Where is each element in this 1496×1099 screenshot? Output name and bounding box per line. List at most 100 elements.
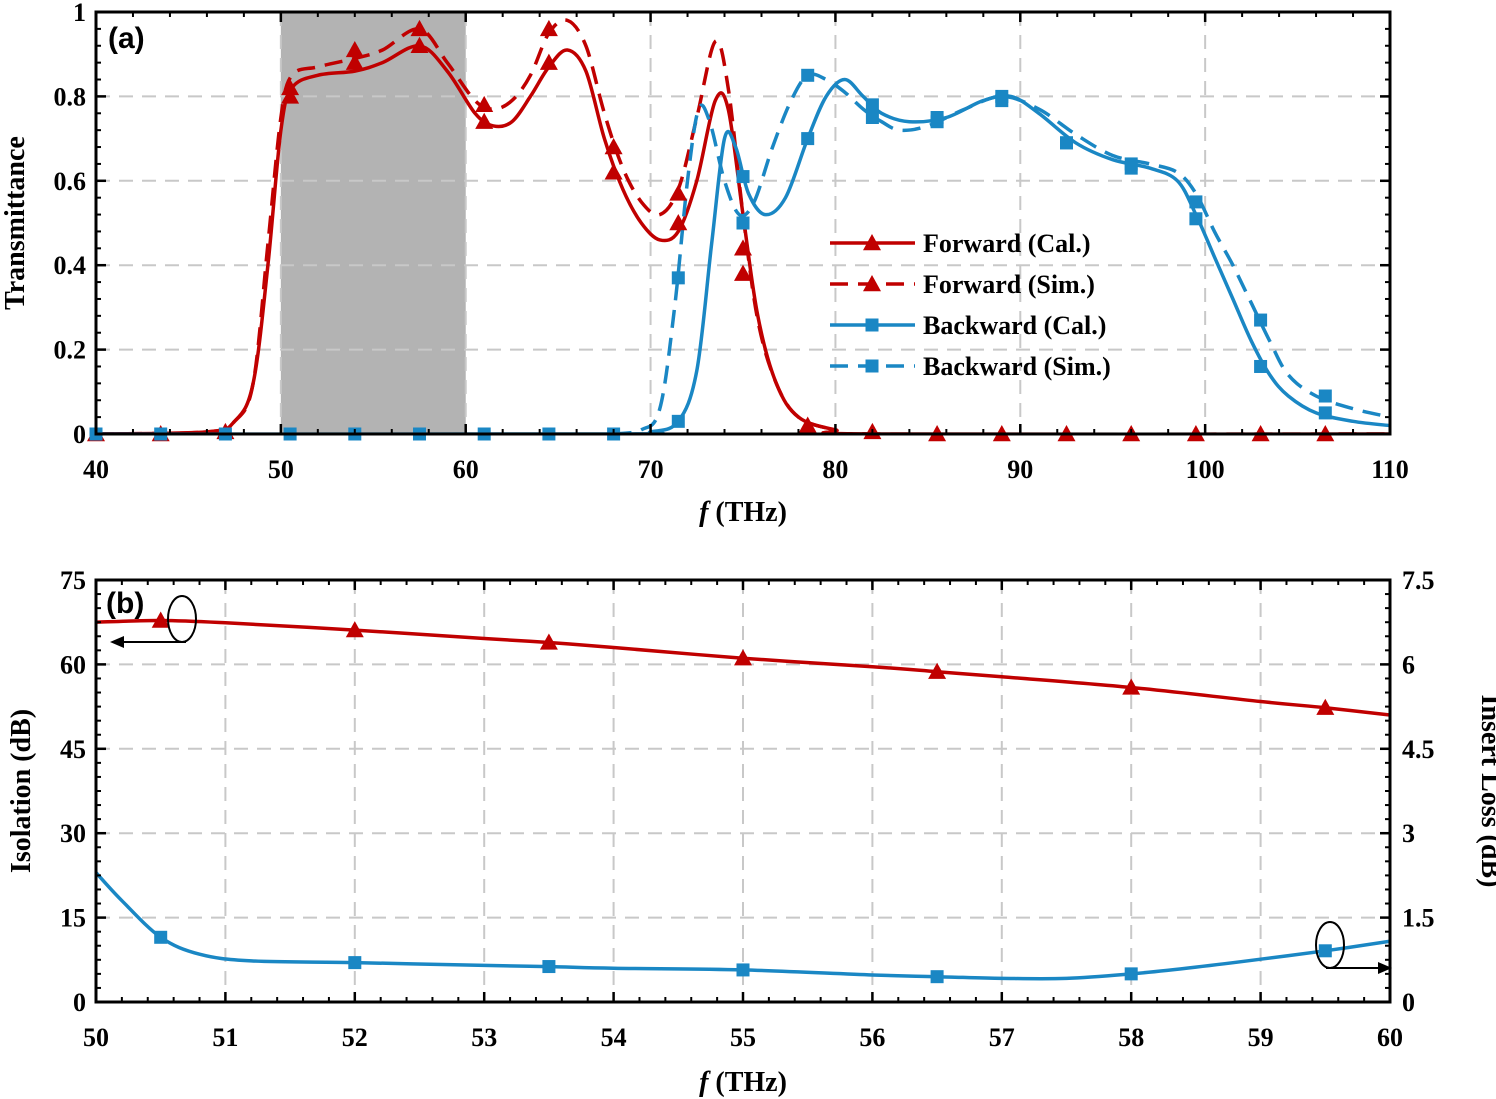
series-1-marker <box>1122 678 1141 695</box>
series-1-marker <box>604 163 623 180</box>
plot-a-markers <box>87 19 1335 442</box>
y-tick-label: 0.6 <box>54 167 87 196</box>
series-4-marker <box>1189 195 1203 209</box>
x-tick-label: 60 <box>1377 1023 1403 1052</box>
series-2-marker <box>542 960 556 974</box>
series-2-marker <box>930 970 944 984</box>
x-tick-label: 40 <box>83 455 109 484</box>
x-tick-label: 57 <box>989 1023 1015 1052</box>
series-4-marker <box>1124 157 1138 171</box>
series-3-marker <box>1318 406 1332 420</box>
left-axis-indicator <box>110 595 197 648</box>
series-3-marker <box>1189 212 1203 226</box>
legend-label-3: Backward (Cal.) <box>923 311 1106 340</box>
y-left-tick-labels-b: 0 15 30 45 60 75 <box>60 566 86 1017</box>
x-tick-label: 52 <box>342 1023 368 1052</box>
x-tick-label: 50 <box>83 1023 109 1052</box>
y-axis-label-b-right: Insert Loss (dB) <box>1475 695 1496 888</box>
series-2-marker <box>539 19 558 37</box>
y-right-tick-label: 3 <box>1402 819 1415 848</box>
y-right-tick-labels-b: 0 1.5 3 4.5 6 7.5 <box>1402 566 1435 1017</box>
y-right-tick-label: 1.5 <box>1402 904 1435 933</box>
series-3-marker <box>671 414 685 428</box>
series-2-marker <box>348 956 362 970</box>
series-3-marker <box>865 98 879 112</box>
series-1-marker <box>928 662 947 679</box>
legend-label-1: Forward (Cal.) <box>923 229 1091 258</box>
x-axis-label-b: f (THz) <box>699 1067 787 1098</box>
series-2-marker <box>345 40 364 58</box>
x-tick-label: 110 <box>1371 455 1409 484</box>
series-4-marker <box>930 111 944 124</box>
x-tick-label: 59 <box>1248 1023 1274 1052</box>
y-tick-label: 0.4 <box>54 251 87 280</box>
series-2-marker <box>734 264 752 281</box>
series-1-marker <box>539 53 558 70</box>
series-2-marker <box>604 138 623 155</box>
x-tick-labels-a: 40 50 60 70 80 90 100 110 <box>83 455 1409 484</box>
shaded-band <box>280 12 466 434</box>
y-tick-label: 15 <box>60 904 86 933</box>
series-1-marker <box>734 649 752 666</box>
series-line-4 <box>613 72 1390 434</box>
y-tick-labels-a: 0 0.2 0.4 0.6 0.8 1 <box>54 0 87 449</box>
panel-label-b: (b) <box>106 587 144 620</box>
x-axis-label-a-rest: (THz) <box>708 497 787 528</box>
series-1-marker <box>345 53 364 70</box>
series-2-marker <box>1124 967 1138 981</box>
series-3-marker <box>1254 359 1268 373</box>
series-2-marker <box>281 78 300 96</box>
x-tick-label: 55 <box>730 1023 756 1052</box>
y-right-tick-label: 4.5 <box>1402 735 1435 764</box>
legend-marker-1 <box>863 234 881 251</box>
series-1-marker <box>345 621 364 638</box>
ticks-b <box>94 578 1392 1004</box>
series-4-marker <box>1254 313 1268 327</box>
series-3-marker <box>736 216 750 230</box>
series-4-marker <box>801 68 815 82</box>
legend-label-2: Forward (Sim.) <box>923 270 1095 299</box>
x-axis-label-b-rest: (THz) <box>708 1067 787 1098</box>
x-tick-label: 58 <box>1118 1023 1144 1052</box>
x-tick-label: 50 <box>268 455 294 484</box>
ticks-a <box>94 10 1392 436</box>
x-axis-label-b-italic: f <box>699 1067 711 1098</box>
legend-a: Forward (Cal.) Forward (Sim.) Backward (Ca… <box>830 229 1111 381</box>
series-1-marker <box>539 633 558 650</box>
y-axis-label-b-left: Isolation (dB) <box>6 709 37 873</box>
series-line-3 <box>96 77 1390 434</box>
legend-marker-4 <box>865 359 879 373</box>
x-tick-label: 80 <box>822 455 848 484</box>
y-right-tick-label: 7.5 <box>1402 566 1435 595</box>
series-line-2 <box>96 18 1390 434</box>
series-4-marker <box>865 111 879 124</box>
grid-b <box>96 580 1390 1002</box>
series-2-marker <box>736 963 750 977</box>
series-4-marker <box>995 94 1009 108</box>
plot-a-series <box>96 18 1390 434</box>
series-1-marker <box>281 87 300 104</box>
x-tick-label: 51 <box>212 1023 238 1052</box>
series-1-marker <box>669 214 688 231</box>
y-right-tick-label: 0 <box>1402 988 1415 1017</box>
y-tick-label: 60 <box>60 650 86 679</box>
panel-label-a: (a) <box>108 22 145 55</box>
panel-b: 50 51 52 53 54 55 56 57 58 59 60 0 15 30 45 60 75 0 1.5 3… <box>6 566 1496 1098</box>
series-2-marker <box>154 930 168 944</box>
y-tick-label: 1 <box>73 0 86 27</box>
y-axis-label-a: Transmittance <box>0 136 31 310</box>
y-tick-label: 30 <box>60 819 86 848</box>
series-1-marker <box>798 416 817 433</box>
y-right-tick-label: 6 <box>1402 650 1415 679</box>
y-tick-label: 75 <box>60 566 86 595</box>
plot-a-frame <box>94 10 1392 436</box>
series-4-marker <box>671 271 685 285</box>
y-tick-label: 0 <box>73 420 86 449</box>
x-tick-label: 60 <box>453 455 479 484</box>
series-1-marker <box>475 112 494 129</box>
x-tick-labels-b: 50 51 52 53 54 55 56 57 58 59 60 <box>83 1023 1403 1052</box>
x-tick-label: 100 <box>1186 455 1225 484</box>
series-2-marker <box>475 95 494 113</box>
series-2-marker <box>410 19 429 37</box>
plot-b-markers <box>151 611 1335 984</box>
